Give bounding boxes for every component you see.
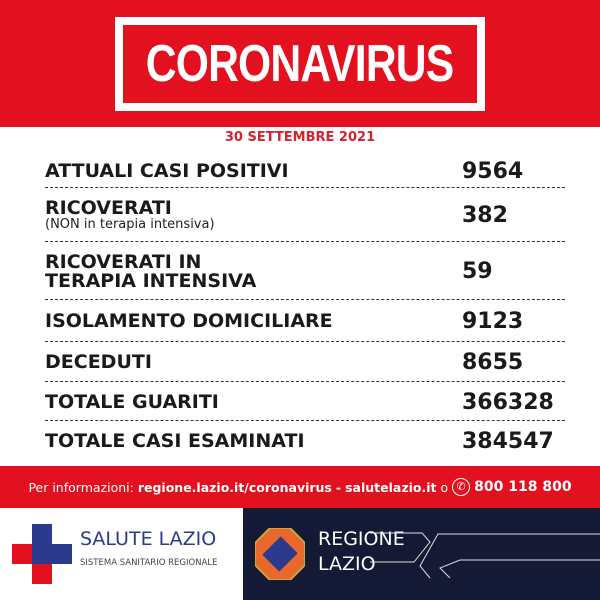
regione-line2: LAZIO — [318, 553, 376, 575]
cross-icon — [12, 524, 72, 584]
stat-row: RICOVERATI (NON in terapia intensiva) 382 — [45, 190, 565, 242]
stat-value: 384547 — [462, 428, 554, 454]
stat-label: RICOVERATI — [45, 197, 172, 219]
stat-row: DECEDUTI 8655 — [45, 344, 565, 382]
or-text: o — [440, 479, 449, 495]
title-box: CORONAVIRUS — [115, 17, 485, 111]
salute-lazio-logo: SALUTE LAZIO SISTEMA SANITARIO REGIONALE — [0, 508, 243, 600]
stat-label: ISOLAMENTO DOMICILIARE — [45, 310, 333, 332]
stat-label: ATTUALI CASI POSITIVI — [45, 159, 289, 182]
info-footer: Per informazioni: regione.lazio.it/coron… — [0, 466, 600, 508]
info-prefix: Per informazioni: — [28, 479, 134, 495]
stat-value: 8655 — [462, 350, 524, 375]
header-banner: CORONAVIRUS — [0, 0, 600, 127]
stat-value: 366328 — [462, 389, 554, 415]
regione-link[interactable]: regione.lazio.it/coronavirus — [137, 479, 332, 495]
date: 30 SETTEMBRE 2021 — [224, 130, 376, 145]
stat-value: 382 — [462, 203, 508, 228]
regione-lazio-logo: REGIONE LAZIO — [243, 508, 600, 600]
stat-label: TERAPIA INTENSIVA — [45, 269, 257, 292]
separator: - — [335, 479, 342, 495]
stat-row: ATTUALI CASI POSITIVI 9564 — [45, 155, 565, 188]
stat-row: ISOLAMENTO DOMICILIARE 9123 — [45, 302, 565, 342]
stat-row: TOTALE GUARITI 366328 — [45, 384, 565, 421]
stat-value: 59 — [462, 259, 493, 284]
salute-title: SALUTE LAZIO — [80, 528, 217, 550]
stat-label: TOTALE CASI ESAMINATI — [45, 429, 305, 452]
coat-of-arms-icon — [255, 528, 305, 580]
stat-value: 9123 — [462, 309, 524, 334]
salute-link[interactable]: salutelazio.it — [345, 479, 437, 495]
stat-value: 9564 — [462, 158, 524, 184]
stat-label: RICOVERATI IN — [45, 250, 202, 273]
stat-sublabel: (NON in terapia intensiva) — [45, 217, 215, 232]
title: CORONAVIRUS — [146, 35, 454, 93]
salute-subtitle: SISTEMA SANITARIO REGIONALE — [80, 558, 218, 568]
phone-icon: ✆ — [452, 478, 471, 496]
stat-row: TOTALE CASI ESAMINATI 384547 — [45, 423, 565, 459]
stat-label: DECEDUTI — [45, 351, 152, 373]
stat-label: TOTALE GUARITI — [45, 390, 219, 413]
decorative-lines — [370, 532, 600, 579]
phone-number[interactable]: 800 118 800 — [474, 479, 572, 495]
stat-row: RICOVERATI IN TERAPIA INTENSIVA 59 — [45, 244, 565, 300]
